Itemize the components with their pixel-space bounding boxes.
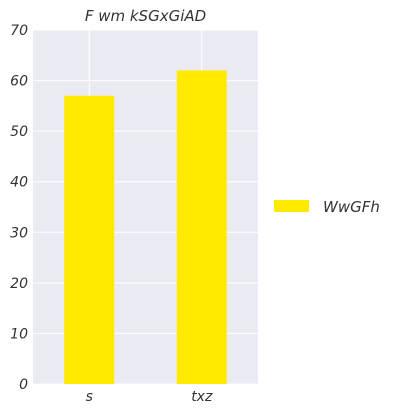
bar-txz: [176, 70, 227, 384]
legend-label: WwGFh: [323, 198, 380, 216]
x-axis: s txz: [86, 389, 213, 405]
x-tick-label: txz: [191, 389, 213, 405]
y-tick-label: 10: [10, 326, 28, 342]
x-tick-label: s: [86, 389, 93, 405]
y-tick-label: 60: [10, 74, 28, 90]
y-tick-label: 30: [10, 225, 28, 241]
legend-swatch: [274, 200, 309, 212]
chart-title: F wm kSGxGiAD: [85, 7, 206, 25]
y-axis: 0 10 20 30 40 50 60 70: [10, 23, 28, 393]
y-tick-label: 40: [10, 175, 28, 191]
legend: WwGFh: [274, 198, 380, 216]
bar-s: [64, 95, 115, 384]
y-tick-label: 50: [10, 124, 28, 140]
bars: [64, 70, 227, 384]
y-tick-label: 0: [19, 377, 28, 393]
y-tick-label: 20: [10, 276, 28, 292]
y-tick-label: 70: [10, 23, 28, 39]
